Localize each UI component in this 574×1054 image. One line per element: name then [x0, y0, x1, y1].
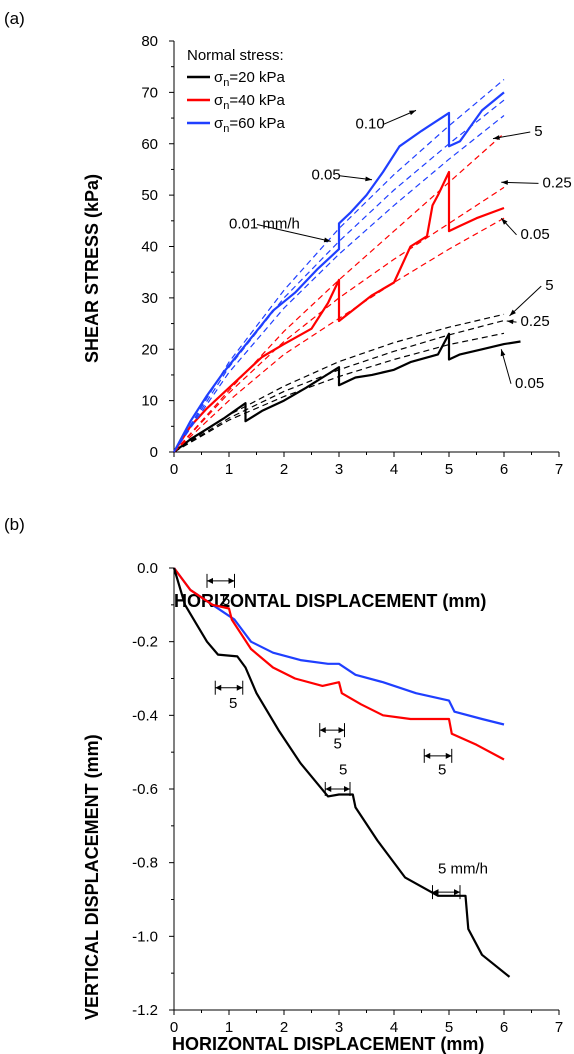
annotation-label: 0.25	[543, 174, 572, 191]
arrow-head	[506, 319, 514, 325]
y-tick-label: 10	[141, 393, 158, 410]
y-tick-label: 0.0	[137, 560, 158, 577]
x-tick-label: 5	[445, 461, 453, 478]
x-tick-label: 6	[500, 461, 508, 478]
annotation-label: 0.10	[356, 115, 385, 132]
y-tick-label: 50	[141, 187, 158, 204]
x-tick-label: 1	[225, 1019, 233, 1036]
x-axis-title-b: HORIZONTAL DISPLACEMENT (mm)	[172, 1034, 484, 1054]
fit-curve-11	[173, 79, 505, 453]
annotation-label: 0.05	[515, 375, 544, 392]
x-tick-label: 2	[280, 461, 288, 478]
fit-curve-7	[173, 186, 505, 453]
y-tick-label: 60	[141, 136, 158, 153]
y-tick-label: 20	[141, 341, 158, 358]
arrow-head	[325, 786, 332, 792]
fit-curve-8	[173, 133, 505, 453]
arrow-head	[509, 309, 516, 316]
series-line-0	[173, 332, 521, 453]
arrow-head	[344, 786, 350, 792]
y-axis-title-b: VERTICAL DISPLACEMENT (mm)	[82, 734, 102, 1020]
annotation-arrow	[509, 285, 542, 317]
x-tick-label: 4	[390, 461, 398, 478]
arrow-head	[236, 684, 243, 691]
arrow-head	[215, 684, 222, 691]
y-tick-label: 0	[150, 444, 158, 461]
y-tick-label: -1.0	[132, 928, 158, 945]
annotation-label: 5	[229, 695, 237, 712]
arrow-head	[493, 135, 500, 140]
x-tick-label: 4	[390, 1019, 398, 1036]
annotation-label: 5	[339, 761, 347, 778]
arrow-head	[424, 752, 431, 759]
annotation-label: 0.05	[312, 167, 341, 184]
series-line-2	[173, 91, 505, 453]
fit-curve-5	[173, 313, 505, 453]
annotation-label: 5 mm/h	[438, 861, 488, 878]
x-tick-label: 5	[445, 1019, 453, 1036]
x-tick-label: 0	[170, 1019, 178, 1036]
arrow-head	[445, 752, 452, 759]
fit-curve-3	[173, 332, 505, 453]
arrow-head	[365, 176, 372, 182]
legend-entry-40kpa: σn=40 kPa	[214, 92, 286, 112]
series-line-0	[173, 567, 505, 726]
plot-b: 0 1 2 3 4 5 6 7 0.0 -0.2 -0.4 -0.6 -0.8 -1.0 -1.2 5 5 5 5 5…	[132, 560, 563, 1036]
fit-curve-6	[173, 217, 505, 453]
y-tick-label: 30	[141, 290, 158, 307]
x-tick-label: 7	[555, 461, 563, 478]
annotation-label: 5	[545, 277, 553, 294]
x-tick-label: 1	[225, 461, 233, 478]
annotation-arrow	[256, 224, 331, 242]
arrow-head	[338, 727, 345, 734]
series-line-1	[173, 170, 505, 453]
arrow-head	[500, 349, 506, 357]
legend-entry-60kpa: σn=60 kPa	[214, 115, 286, 135]
annotation-label: 5	[334, 735, 342, 752]
y-tick-label: -0.2	[132, 634, 158, 651]
y-tick-label: -0.8	[132, 855, 158, 872]
arrow-head	[228, 577, 235, 584]
x-tick-label: 2	[280, 1019, 288, 1036]
y-tick-label: 80	[141, 33, 158, 50]
annotation-label: 0.05	[521, 226, 550, 243]
arrow-head	[319, 727, 326, 734]
arrow-head	[323, 237, 331, 243]
y-tick-label: 40	[141, 239, 158, 256]
annotation-label: 5	[438, 761, 446, 778]
annotation-label: 5	[222, 592, 230, 609]
series-line-1	[173, 567, 505, 761]
legend: Normal stress: σn=20 kPa σn=40 kPa σn=60…	[187, 47, 286, 135]
series-line-2	[172, 567, 511, 978]
arrow-head	[432, 889, 439, 896]
panel-label-b: (b)	[4, 515, 25, 534]
arrow-head	[409, 110, 416, 116]
y-tick-label: -1.2	[132, 1002, 158, 1019]
panel-label-a: (a)	[4, 9, 25, 28]
y-tick-label: 70	[141, 84, 158, 101]
fit-curve-9	[173, 115, 505, 453]
y-axis-title-a: SHEAR STRESS (kPa)	[82, 174, 102, 363]
fit-curve-10	[173, 99, 505, 453]
x-tick-label: 0	[170, 461, 178, 478]
x-tick-label: 6	[500, 1019, 508, 1036]
arrow-head	[501, 180, 508, 185]
x-tick-label: 3	[335, 461, 343, 478]
x-tick-label: 7	[555, 1019, 563, 1036]
annotation-label: 0.25	[521, 313, 550, 330]
legend-entry-20kpa: σn=20 kPa	[214, 69, 286, 89]
arrow-head	[454, 889, 460, 896]
y-tick-label: -0.4	[132, 707, 158, 724]
annotation-label: 0.01 mm/h	[229, 216, 300, 233]
x-axis-title-a: HORIZONTAL DISPLACEMENT (mm)	[174, 591, 486, 611]
x-tick-label: 3	[335, 1019, 343, 1036]
fit-curve-4	[173, 319, 505, 453]
arrow-head	[207, 577, 213, 584]
arrow-head	[501, 218, 508, 225]
legend-title: Normal stress:	[187, 47, 284, 64]
y-tick-label: -0.6	[132, 781, 158, 798]
annotation-label: 5	[534, 123, 542, 140]
